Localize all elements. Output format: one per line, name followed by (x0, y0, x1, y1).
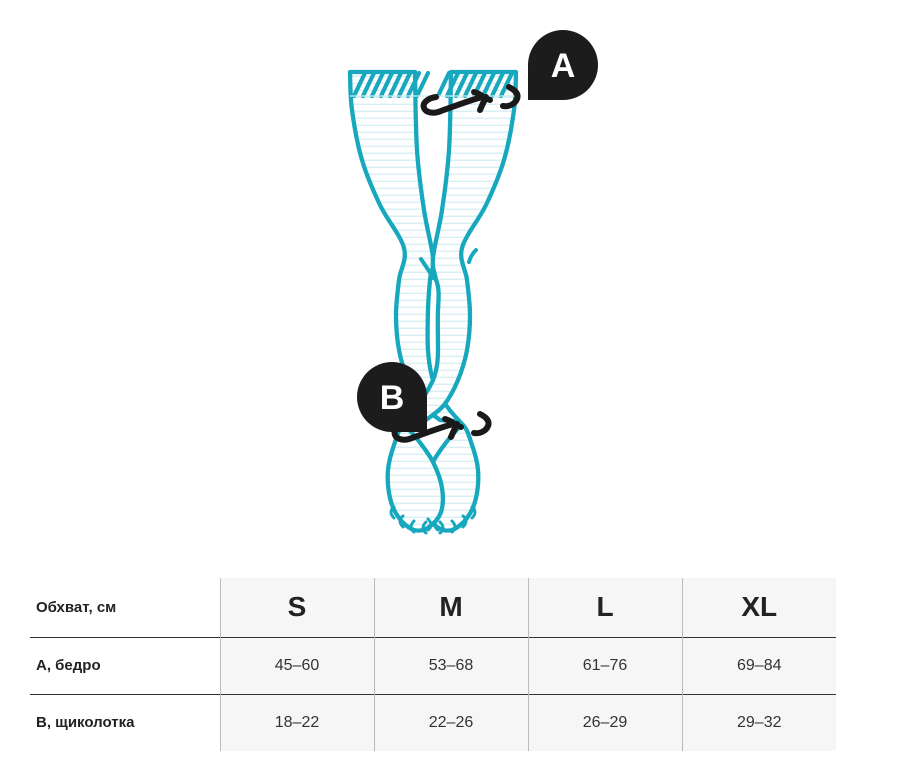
svg-text:B: B (380, 379, 405, 417)
svg-text:A: A (551, 47, 576, 85)
